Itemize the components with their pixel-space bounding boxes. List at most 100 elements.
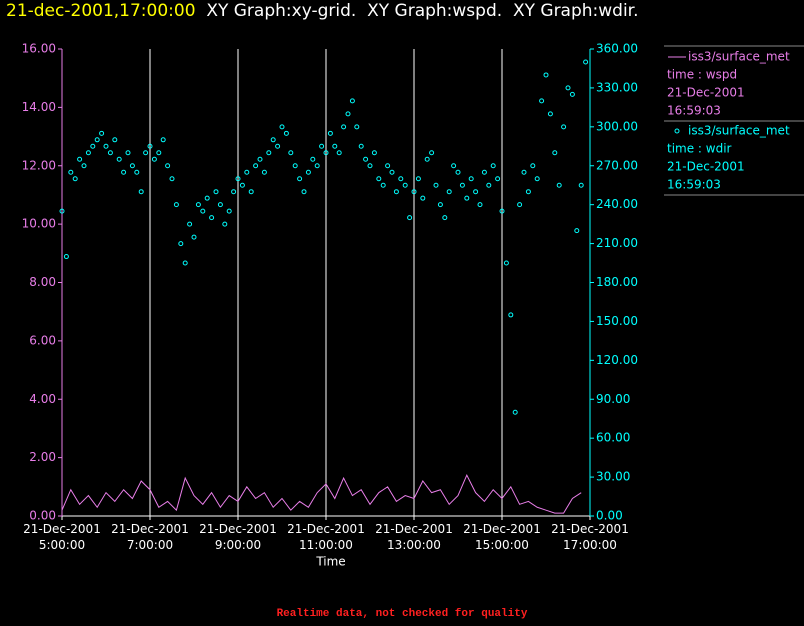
header: 21-dec-2001,17:00:00 XY Graph:xy-grid. X… (6, 0, 639, 22)
scatter-point (442, 215, 448, 221)
scatter-point (160, 137, 166, 143)
x-tick-label: 21-Dec-2001 13:00:00 (375, 522, 453, 552)
scatter-point (389, 169, 395, 175)
scatter-point (59, 208, 65, 214)
y2-tick-label: 120.00 (596, 353, 638, 367)
y-tick-label: 0.00 (29, 509, 56, 523)
scatter-point (495, 176, 501, 182)
scatter-point (222, 221, 228, 227)
scatter-point (204, 195, 210, 201)
legend-detail: time : wspd (667, 68, 737, 82)
scatter-point (336, 150, 342, 156)
scatter-point (459, 182, 465, 188)
scatter-point (393, 189, 399, 195)
scatter-point (358, 143, 364, 149)
y-tick-label: 4.00 (29, 392, 56, 406)
scatter-point (182, 260, 188, 266)
scatter-point (217, 202, 223, 208)
scatter-point (143, 150, 149, 156)
scatter-point (319, 143, 325, 149)
scatter-point (525, 189, 531, 195)
y-tick-label: 16.00 (22, 42, 56, 56)
scatter-point (477, 202, 483, 208)
scatter-point (556, 182, 562, 188)
legend-detail: 16:59:03 (667, 178, 721, 192)
scatter-point (266, 150, 272, 156)
legend-detail: 16:59:03 (667, 104, 721, 118)
scatter-point (156, 150, 162, 156)
scatter-point (257, 156, 263, 162)
legend-label: iss3/surface_met (688, 50, 790, 64)
scatter-point (107, 150, 113, 156)
scatter-point (305, 169, 311, 175)
y2-tick-label: 240.00 (596, 197, 638, 211)
scatter-point (314, 163, 320, 169)
x-axis-label: Time (315, 555, 345, 569)
scatter-point (235, 176, 241, 182)
scatter-point (578, 182, 584, 188)
scatter-point (191, 234, 197, 240)
scatter-point (297, 176, 303, 182)
x-tick-label: 21-Dec-2001 9:00:00 (199, 522, 277, 552)
scatter-point (200, 208, 206, 214)
scatter-point (134, 169, 140, 175)
scatter-point (248, 189, 254, 195)
scatter-point (490, 163, 496, 169)
scatter-point (323, 150, 329, 156)
scatter-point (371, 150, 377, 156)
scatter-point (138, 189, 144, 195)
scatter-point (81, 163, 87, 169)
scatter-point (385, 163, 391, 169)
footnote: Realtime data, not checked for quality (277, 608, 528, 620)
y2-tick-label: 0.00 (596, 509, 623, 523)
y-tick-label: 10.00 (22, 217, 56, 231)
scatter-point (508, 312, 514, 318)
scatter-point (239, 182, 245, 188)
scatter-point (68, 169, 74, 175)
scatter-point (376, 176, 382, 182)
scatter-point (327, 130, 333, 136)
scatter-point (231, 189, 237, 195)
legend-detail: 21-Dec-2001 (667, 86, 745, 100)
scatter-point (292, 163, 298, 169)
scatter-point (85, 150, 91, 156)
x-tick-label: 21-Dec-2001 7:00:00 (111, 522, 189, 552)
scatter-point (90, 143, 96, 149)
scatter-point (415, 176, 421, 182)
scatter-point (512, 409, 518, 415)
y2-tick-label: 90.00 (596, 392, 630, 406)
scatter-point (72, 176, 78, 182)
x-tick-label: 21-Dec-2001 15:00:00 (463, 522, 541, 552)
scatter-point (547, 111, 553, 117)
scatter-point (429, 150, 435, 156)
scatter-point (583, 59, 589, 65)
scatter-point (178, 241, 184, 247)
series-line (61, 473, 582, 514)
legend-label: iss3/surface_met (688, 124, 790, 138)
scatter-point (244, 169, 250, 175)
scatter-point (539, 98, 545, 104)
scatter-point (433, 182, 439, 188)
scatter-point (407, 215, 413, 221)
legend-swatch (674, 128, 680, 134)
scatter-point (455, 169, 461, 175)
y2-tick-label: 210.00 (596, 236, 638, 250)
scatter-point (446, 189, 452, 195)
scatter-point (402, 182, 408, 188)
timestamp: 21-dec-2001,17:00:00 (6, 1, 196, 21)
scatter-point (486, 182, 492, 188)
y-tick-label: 6.00 (29, 333, 56, 347)
scatter-point (349, 98, 355, 104)
scatter-point (129, 163, 135, 169)
scatter-point (437, 202, 443, 208)
scatter-point (398, 176, 404, 182)
scatter-point (112, 137, 118, 143)
scatter-point (94, 137, 100, 143)
scatter-point (574, 228, 580, 234)
scatter-point (213, 189, 219, 195)
y2-tick-label: 270.00 (596, 158, 638, 172)
y2-tick-label: 150.00 (596, 314, 638, 328)
scatter-point (147, 143, 153, 149)
